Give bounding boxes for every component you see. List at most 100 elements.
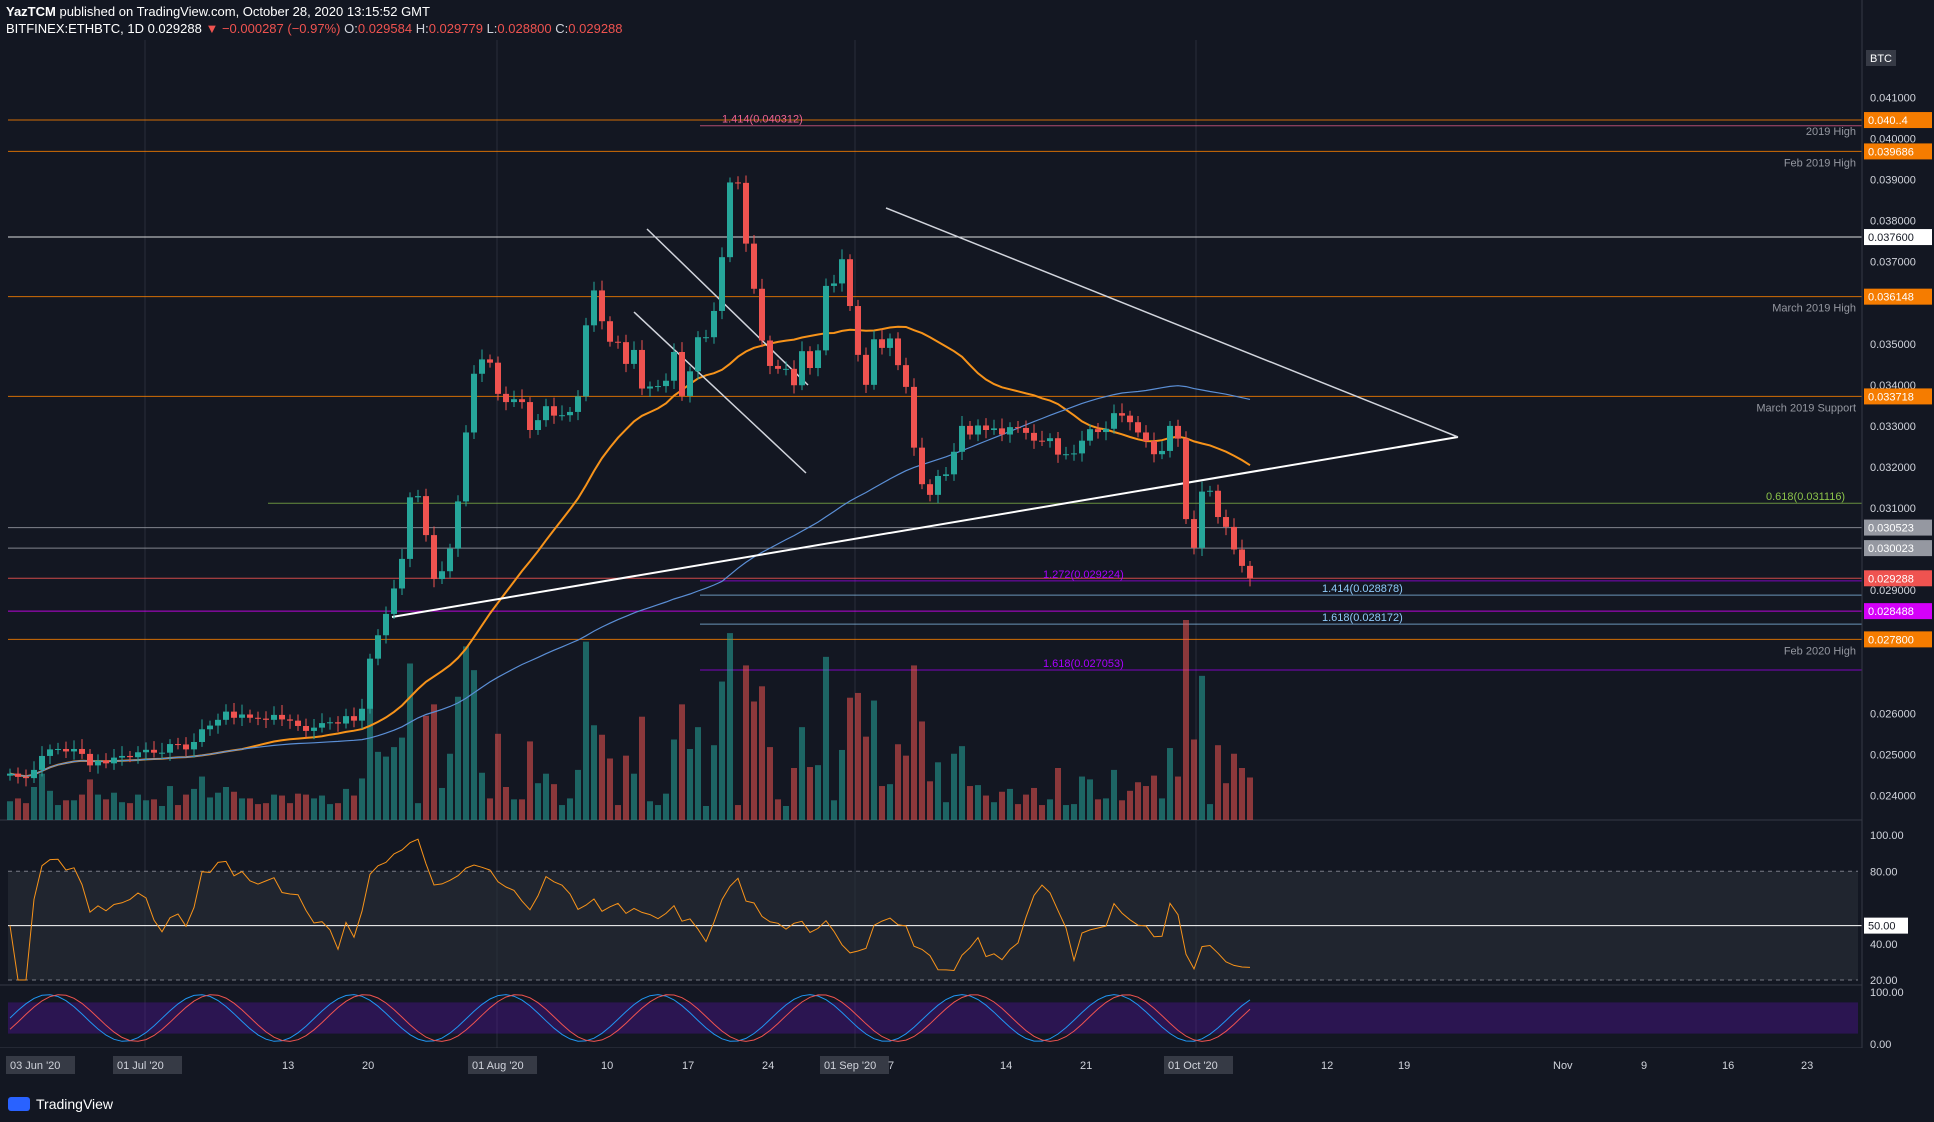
- volume-bar: [319, 795, 325, 820]
- candle-body: [1015, 427, 1021, 429]
- volume-bar: [687, 749, 693, 820]
- stoch-rsi-pane: [8, 994, 1858, 1042]
- volume-bar: [471, 670, 477, 820]
- time-tick-label: 01 Aug '20: [472, 1060, 524, 1072]
- volume-bar: [911, 665, 917, 820]
- candle-body: [351, 716, 357, 721]
- price-tick-label: 0.025000: [1870, 749, 1916, 761]
- tradingview-icon: [8, 1097, 30, 1111]
- candle-body: [1119, 413, 1125, 416]
- candle-body: [1199, 491, 1205, 548]
- volume-bar: [407, 663, 413, 820]
- candle-body: [463, 432, 469, 502]
- price-axis[interactable]: 0.041000 0.040000 0.039000 0.038000 0.037000…: [1861, 0, 1934, 1080]
- volume-bar: [175, 805, 181, 820]
- volume-bar: [791, 768, 797, 820]
- volume-bar: [1151, 775, 1157, 820]
- volume-bar: [519, 799, 525, 820]
- volume-bar: [439, 787, 445, 820]
- candle-body: [23, 776, 29, 779]
- price-change: −0.000287 (−0.97%): [221, 21, 341, 36]
- volume-bar: [343, 788, 349, 820]
- volume-bar: [735, 805, 741, 820]
- candle-body: [719, 257, 725, 311]
- volume-bar: [1199, 675, 1205, 820]
- volume-bar: [535, 783, 541, 820]
- volume-bar: [751, 701, 757, 820]
- candle-body: [255, 717, 261, 719]
- candle-body: [159, 752, 165, 754]
- stoch-tick-label: 100.00: [1870, 987, 1904, 999]
- candle-body: [415, 496, 421, 498]
- candle-body: [1215, 490, 1221, 518]
- time-tick-label: 21: [1080, 1060, 1092, 1072]
- candle-body: [279, 714, 285, 720]
- price-badge: [1864, 143, 1932, 160]
- candle-body: [271, 714, 277, 720]
- volume-bar: [599, 734, 605, 820]
- candle-body: [799, 351, 805, 386]
- symbol-name[interactable]: BITFINEX:ETHBTC, 1D: [6, 21, 144, 36]
- volume-bar: [527, 741, 533, 820]
- price-badge: [1864, 570, 1932, 587]
- volume-bar: [7, 801, 13, 820]
- candle-body: [959, 425, 965, 452]
- volume-bar: [1095, 799, 1101, 820]
- symbol-info: BITFINEX:ETHBTC, 1D 0.029288 ▼ −0.000287…: [6, 21, 623, 36]
- price-badge: [1864, 519, 1932, 536]
- volume-bar: [447, 753, 453, 820]
- volume-bar: [287, 803, 293, 820]
- candle-body: [839, 259, 845, 284]
- volume-bar: [647, 801, 653, 820]
- candle-body: [439, 571, 445, 580]
- volume-bar: [167, 786, 173, 820]
- volume-bar: [415, 803, 421, 820]
- price-tick-label: 0.033000: [1870, 421, 1916, 433]
- candle-body: [1047, 438, 1053, 442]
- candle-body: [551, 406, 557, 416]
- fib-label: 0.618(0.031116): [1766, 491, 1845, 503]
- candle-body: [887, 338, 893, 348]
- time-axis-background: [0, 1048, 1862, 1080]
- time-tick-label: 03 Jun '20: [10, 1060, 60, 1072]
- candle-body: [1023, 427, 1029, 433]
- volume-bar: [807, 767, 813, 820]
- tradingview-logo[interactable]: TradingView: [8, 1096, 113, 1112]
- candle-body: [727, 182, 733, 258]
- candle-body: [519, 399, 525, 403]
- volume-bar: [239, 798, 245, 820]
- candle-body: [1031, 432, 1037, 441]
- candle-body: [511, 399, 517, 403]
- candle-body: [95, 760, 101, 766]
- candle-body: [991, 428, 997, 430]
- candle-body: [1191, 519, 1197, 548]
- candle-body: [143, 749, 149, 753]
- candle-body: [495, 362, 501, 394]
- candle-body: [767, 340, 773, 366]
- volume-bar: [303, 794, 309, 820]
- time-tick-badge: [820, 1056, 889, 1074]
- time-tick-label: 01 Sep '20: [824, 1060, 876, 1072]
- volume-bar: [719, 681, 725, 820]
- volume-bar: [1063, 805, 1069, 820]
- volume-bar: [247, 798, 253, 820]
- candle-body: [815, 350, 821, 369]
- volume-bar: [111, 792, 117, 820]
- candle-body: [1039, 440, 1045, 442]
- volume-bar: [1183, 620, 1189, 820]
- candle-body: [1055, 438, 1061, 455]
- volume-bar: [143, 800, 149, 820]
- volume-bar: [575, 769, 581, 820]
- candle-body: [759, 288, 765, 341]
- price-tick-label: 0.032000: [1870, 462, 1916, 474]
- candle-body: [1103, 428, 1109, 433]
- volume-bar: [927, 781, 933, 820]
- time-axis[interactable]: 03 Jun '20 01 Jul '20 13 20 01 Aug '20 10 17 24…: [0, 1048, 1862, 1080]
- volume-bar: [223, 787, 229, 820]
- candle-body: [559, 415, 565, 417]
- candle-body: [823, 285, 829, 351]
- volume-bar: [119, 802, 125, 820]
- time-tick-label: 17: [682, 1060, 694, 1072]
- candle-body: [287, 719, 293, 721]
